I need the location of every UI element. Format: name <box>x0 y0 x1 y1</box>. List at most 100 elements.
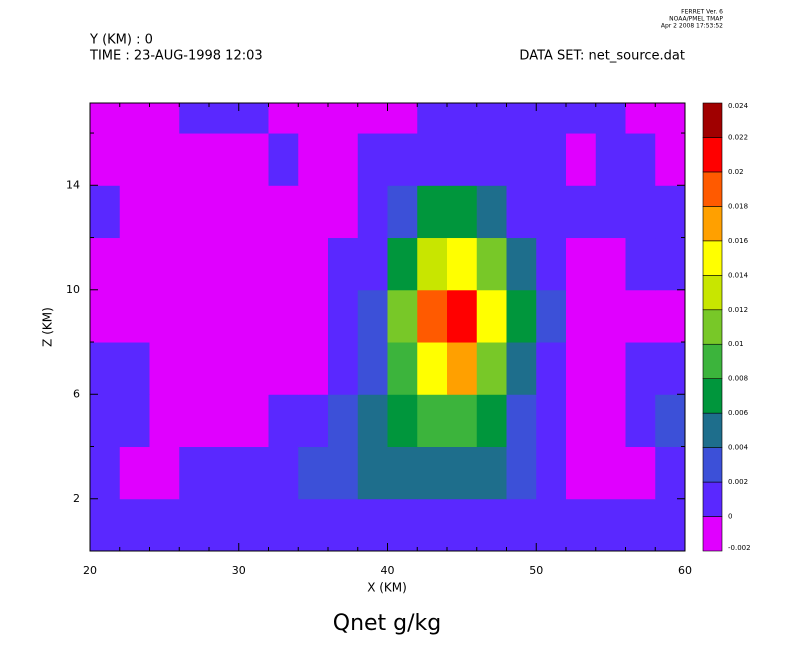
contour-cell <box>417 289 448 343</box>
contour-cell <box>506 237 537 291</box>
contour-cell <box>566 394 597 448</box>
contour-cell <box>595 342 626 395</box>
contour-cell <box>655 237 685 291</box>
header-line: TIME : 23-AUG-1998 12:03 <box>89 49 263 64</box>
contour-cell <box>447 133 478 186</box>
contour-cell <box>268 185 299 239</box>
contour-cell <box>387 103 418 134</box>
contour-cell <box>595 289 626 343</box>
contour-cell <box>387 185 418 239</box>
contour-cell <box>506 394 537 448</box>
contour-cell <box>476 446 507 500</box>
colorbar-label: 0.006 <box>728 409 749 417</box>
y-axis-label: Z (KM) <box>41 307 55 347</box>
contour-cell <box>238 237 269 291</box>
contour-cell <box>566 446 597 500</box>
contour-cell <box>476 237 507 291</box>
contour-cell <box>387 394 418 448</box>
contour-cell <box>655 342 685 395</box>
contour-cell <box>90 185 121 239</box>
colorbar-band <box>702 309 723 345</box>
contour-cell <box>447 185 478 239</box>
contour-cell <box>119 237 150 291</box>
contour-cell <box>298 446 329 500</box>
contour-cell <box>328 237 359 291</box>
contour-cell <box>506 446 537 500</box>
y-tick-label: 2 <box>73 492 80 505</box>
contour-cell <box>90 498 121 551</box>
contour-cell <box>566 133 597 186</box>
colorbar-label: 0.012 <box>728 306 748 314</box>
contour-cell <box>387 133 418 186</box>
contour-cell <box>238 342 269 395</box>
contour-cell <box>179 394 210 448</box>
contour-cell <box>536 446 567 500</box>
contour-cell <box>476 394 507 448</box>
contour-cell <box>238 133 269 186</box>
contour-cell <box>506 498 537 551</box>
contour-cell <box>298 103 329 134</box>
contour-cell <box>566 185 597 239</box>
stamp: NOAA/PMEL TMAP <box>669 16 723 23</box>
contour-cell <box>149 103 180 134</box>
contour-cell <box>328 185 359 239</box>
contour-cell <box>90 237 121 291</box>
contour-cell <box>298 394 329 448</box>
contour-cell <box>298 185 329 239</box>
contour-cell <box>417 133 448 186</box>
contour-cell <box>566 342 597 395</box>
contour-cell <box>595 498 626 551</box>
contour-cell <box>447 103 478 134</box>
contour-cell <box>566 498 597 551</box>
contour-cell <box>595 394 626 448</box>
contour-cell <box>209 237 240 291</box>
colorbar-band <box>702 378 723 414</box>
colorbar-band <box>702 481 723 517</box>
colorbar-label: 0.004 <box>728 444 749 452</box>
contour-cell <box>179 103 210 134</box>
contour-cell <box>506 185 537 239</box>
contour-cell <box>625 103 656 134</box>
contour-cell <box>149 342 180 395</box>
colorbar-label: -0.002 <box>728 544 751 552</box>
contour-cell <box>536 498 567 551</box>
contour-cell <box>90 289 121 343</box>
colorbar-label: 0 <box>728 513 732 521</box>
contour-cell <box>595 103 626 134</box>
contour-cell <box>357 289 388 343</box>
contour-cell <box>447 394 478 448</box>
contour-cell <box>119 498 150 551</box>
contour-cell <box>655 103 685 134</box>
contour-cell <box>476 185 507 239</box>
contour-cell <box>298 498 329 551</box>
contour-cell <box>417 394 448 448</box>
contour-cell <box>328 394 359 448</box>
colorbar-label: 0.022 <box>728 133 748 141</box>
contour-cell <box>90 342 121 395</box>
contour-cell <box>238 185 269 239</box>
colorbar-band <box>702 343 723 379</box>
contour-cell <box>268 342 299 395</box>
colorbar-label: 0.014 <box>728 271 749 279</box>
contour-cell <box>476 103 507 134</box>
colorbar-band <box>702 275 723 311</box>
colorbar-label: 0.02 <box>728 168 744 176</box>
header-line: Y (KM) : 0 <box>89 33 153 48</box>
contour-cell <box>595 185 626 239</box>
contour-cell <box>90 446 121 500</box>
contour-cell <box>625 394 656 448</box>
contour-cell <box>238 103 269 134</box>
contour-cell <box>536 289 567 343</box>
contour-cell <box>209 498 240 551</box>
contour-cell <box>447 446 478 500</box>
contour-cell <box>209 394 240 448</box>
contour-cell <box>417 103 448 134</box>
contour-cell <box>417 498 448 551</box>
contour-cell <box>447 289 478 343</box>
contour-cell <box>357 446 388 500</box>
contour-field <box>90 103 685 551</box>
contour-cell <box>119 103 150 134</box>
contour-cell <box>149 498 180 551</box>
contour-cell <box>417 237 448 291</box>
